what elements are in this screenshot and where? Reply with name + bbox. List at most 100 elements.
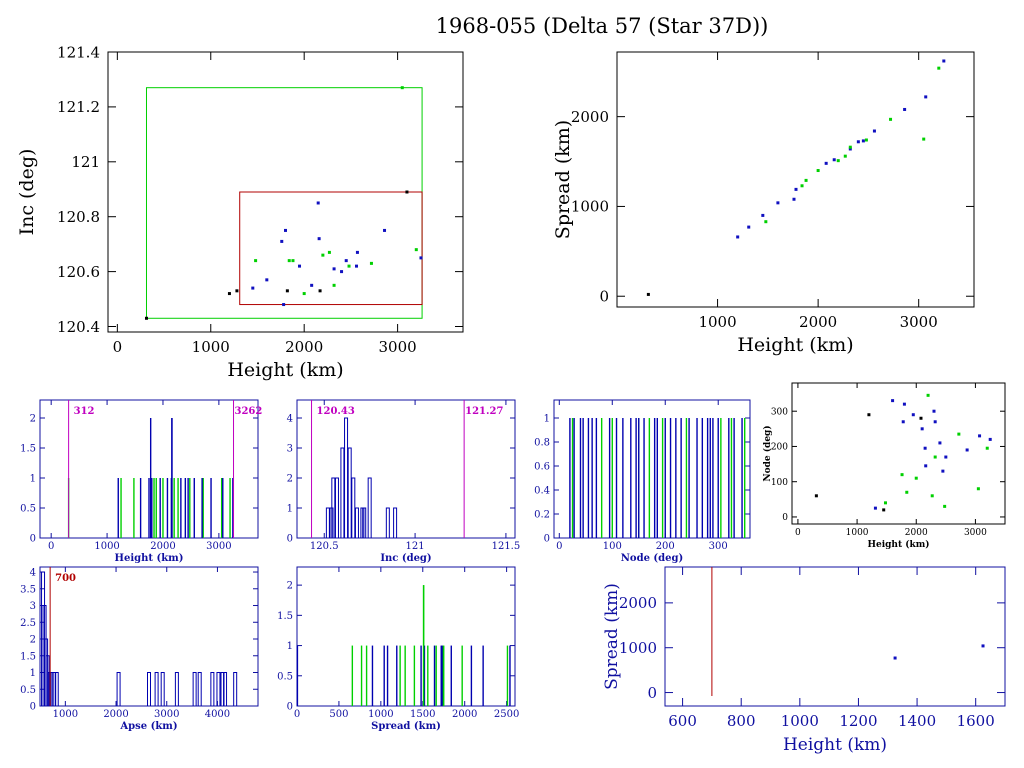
histogram-bin bbox=[192, 672, 197, 706]
y-tick-label: 1.5 bbox=[20, 651, 36, 662]
x-tick-label: 3000 bbox=[900, 313, 938, 331]
blue-data-point bbox=[901, 420, 905, 424]
x-tick-label: 300 bbox=[709, 541, 728, 552]
histogram-bin bbox=[351, 477, 356, 538]
histogram-bin bbox=[223, 672, 228, 706]
histogram-bin bbox=[354, 507, 359, 538]
x-tick-label: 121 bbox=[406, 541, 425, 552]
x-tick-label: 1000 bbox=[192, 338, 230, 356]
blue-data-point bbox=[280, 239, 284, 243]
x-tick-label: 2000 bbox=[452, 709, 477, 720]
blue-data-point bbox=[911, 413, 915, 417]
x-tick-label: 600 bbox=[668, 712, 697, 730]
histogram-bin bbox=[45, 655, 50, 706]
y-tick-label: 1000 bbox=[571, 198, 609, 216]
y-tick-label: 0 bbox=[30, 534, 36, 545]
y-tick-label: 0 bbox=[544, 534, 550, 545]
histogram-bin bbox=[160, 672, 165, 706]
y-tick-label: 0 bbox=[287, 534, 293, 545]
histogram-bin bbox=[216, 672, 221, 706]
black-data-point bbox=[882, 508, 886, 512]
x-tick-label: 2000 bbox=[285, 338, 323, 356]
blue-data-point bbox=[284, 228, 287, 232]
histogram-bin bbox=[147, 672, 151, 706]
green-data-point bbox=[883, 501, 887, 505]
blue-data-point bbox=[251, 286, 255, 290]
y-tick-label: 2000 bbox=[571, 108, 609, 126]
y-tick-label: 2.5 bbox=[20, 618, 36, 629]
blue-data-point bbox=[419, 256, 423, 260]
x-tick-label: 3000 bbox=[154, 709, 179, 720]
y-tick-label: 2 bbox=[287, 581, 293, 592]
y-tick-label: 4 bbox=[287, 414, 293, 425]
green-range-box bbox=[145, 87, 423, 319]
blue-data-point bbox=[923, 446, 927, 450]
y-tick-label: 100 bbox=[771, 478, 788, 488]
page-title: 1968-055 (Delta 57 (Star 37D)) bbox=[435, 14, 769, 38]
y-tick-label: 0.4 bbox=[534, 486, 550, 497]
y-tick-label: 1000 bbox=[619, 639, 657, 657]
green-data-point bbox=[347, 264, 351, 268]
y-tick-label: 3.5 bbox=[20, 584, 36, 595]
green-data-point bbox=[800, 184, 804, 188]
blue-data-point bbox=[824, 161, 828, 165]
plot-frame bbox=[296, 566, 516, 707]
green-data-point bbox=[933, 455, 937, 459]
blue-data-point bbox=[298, 264, 302, 268]
blue-data-point bbox=[265, 278, 269, 282]
green-data-point bbox=[943, 504, 947, 508]
x-tick-label: 1600 bbox=[957, 712, 995, 730]
x-tick-label: 0 bbox=[556, 541, 562, 552]
x-tick-label: 2000 bbox=[103, 709, 128, 720]
plot-frame bbox=[616, 51, 975, 308]
blue-data-point bbox=[792, 197, 796, 201]
blue-data-point bbox=[872, 129, 876, 133]
black-data-point bbox=[405, 190, 409, 194]
blue-data-point bbox=[891, 399, 895, 403]
green-data-point bbox=[937, 66, 941, 70]
histogram-bin bbox=[116, 672, 121, 706]
x-tick-label: 1200 bbox=[839, 712, 877, 730]
green-data-point bbox=[327, 250, 331, 254]
x-tick-label: 4000 bbox=[205, 709, 230, 720]
marker-label: 121.27 bbox=[465, 406, 503, 417]
x-tick-label: 1000 bbox=[368, 709, 393, 720]
histogram-bin bbox=[331, 477, 336, 538]
x-axis-label: Inc (deg) bbox=[380, 553, 431, 564]
y-tick-label: 0 bbox=[647, 684, 657, 702]
blue-data-point bbox=[893, 656, 897, 660]
green-data-point bbox=[905, 490, 909, 494]
x-tick-label: 2000 bbox=[799, 313, 837, 331]
x-axis-label: Spread (km) bbox=[371, 721, 441, 732]
green-data-point bbox=[985, 446, 989, 450]
histogram-bin bbox=[174, 672, 179, 706]
y-tick-label: 200 bbox=[771, 443, 788, 453]
y-tick-label: 1 bbox=[30, 668, 36, 679]
x-tick-label: 0 bbox=[113, 338, 123, 356]
histogram-bin bbox=[197, 672, 202, 706]
blue-data-point bbox=[310, 283, 314, 287]
histogram-bin bbox=[367, 477, 372, 538]
histogram-bin bbox=[47, 672, 52, 706]
plot-frame bbox=[296, 399, 516, 539]
black-data-point bbox=[227, 292, 231, 296]
x-tick-label: 2000 bbox=[905, 528, 928, 538]
y-axis-label: Spread (km) bbox=[602, 583, 622, 690]
green-data-point bbox=[287, 259, 291, 263]
x-axis-label: Height (km) bbox=[783, 735, 887, 755]
x-tick-label: 3000 bbox=[964, 528, 987, 538]
x-tick-label: 2500 bbox=[494, 709, 519, 720]
x-tick-label: 500 bbox=[329, 709, 348, 720]
plot-frame bbox=[553, 399, 751, 539]
y-tick-label: 120.4 bbox=[57, 318, 100, 336]
blue-data-point bbox=[332, 267, 336, 271]
x-tick-label: 0 bbox=[294, 709, 300, 720]
black-data-point bbox=[919, 416, 923, 420]
y-tick-label: 3 bbox=[287, 444, 293, 455]
y-axis-label: Spread (km) bbox=[552, 120, 574, 239]
green-data-point bbox=[804, 178, 808, 182]
blue-data-point bbox=[902, 402, 906, 406]
y-tick-label: 2000 bbox=[619, 594, 657, 612]
x-tick-label: 0 bbox=[48, 541, 54, 552]
